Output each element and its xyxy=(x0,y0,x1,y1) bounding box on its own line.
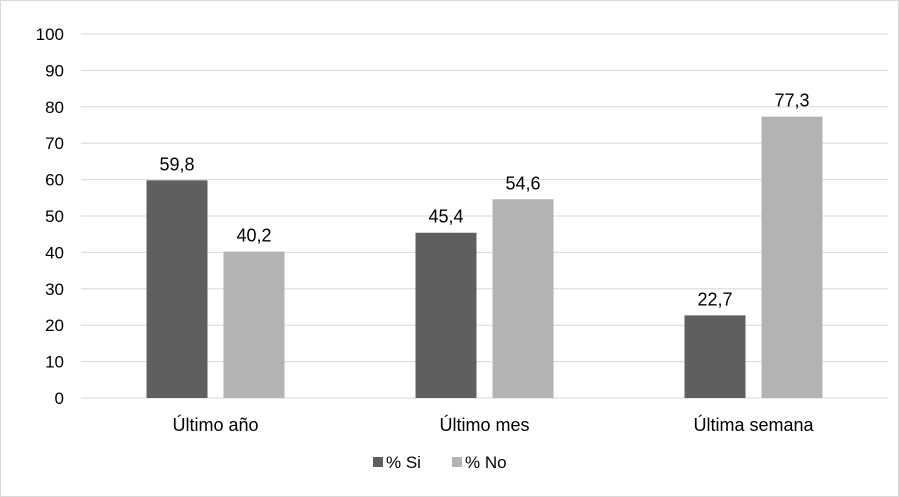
bar-no-2 xyxy=(761,116,823,399)
data-label-si-2: 22,7 xyxy=(697,289,732,309)
bar-no-0 xyxy=(223,251,285,398)
bar-si-0 xyxy=(146,180,208,398)
y-tick-label-40: 40 xyxy=(45,243,64,262)
y-tick-label-20: 20 xyxy=(45,316,64,335)
data-label-no-0: 40,2 xyxy=(236,226,271,246)
data-label-no-2: 77,3 xyxy=(774,91,809,111)
y-tick-label-10: 10 xyxy=(45,353,64,372)
data-label-si-1: 45,4 xyxy=(428,207,463,227)
y-tick-label-60: 60 xyxy=(45,171,64,190)
y-tick-label-70: 70 xyxy=(45,134,64,153)
legend: % Si % No xyxy=(373,453,507,472)
y-tick-label-100: 100 xyxy=(36,25,64,44)
category-label-2: Última semana xyxy=(693,414,814,435)
y-axis-ticks: 0 10 20 30 40 50 60 70 80 90 100 xyxy=(36,25,64,408)
x-axis-categories: Último año Último mes Última semana xyxy=(172,414,814,435)
legend-swatch-no xyxy=(452,457,462,467)
bar-si-1 xyxy=(415,232,477,398)
legend-swatch-si xyxy=(373,457,383,467)
grid-layer xyxy=(81,33,888,399)
y-tick-label-80: 80 xyxy=(45,98,64,117)
y-tick-label-90: 90 xyxy=(45,61,64,80)
data-labels-layer: 59,8 40,2 45,4 54,6 22,7 77,3 xyxy=(159,91,809,310)
bar-no-1 xyxy=(492,199,554,398)
legend-label-no: % No xyxy=(465,453,507,472)
bars-layer xyxy=(146,116,823,399)
y-tick-label-30: 30 xyxy=(45,280,64,299)
category-label-1: Último mes xyxy=(439,414,529,435)
data-label-si-0: 59,8 xyxy=(159,154,194,174)
y-tick-label-0: 0 xyxy=(55,389,64,408)
legend-label-si: % Si xyxy=(386,453,421,472)
category-label-0: Último año xyxy=(172,414,258,435)
y-tick-label-50: 50 xyxy=(45,207,64,226)
bar-si-2 xyxy=(684,315,746,398)
data-label-no-1: 54,6 xyxy=(505,173,540,193)
